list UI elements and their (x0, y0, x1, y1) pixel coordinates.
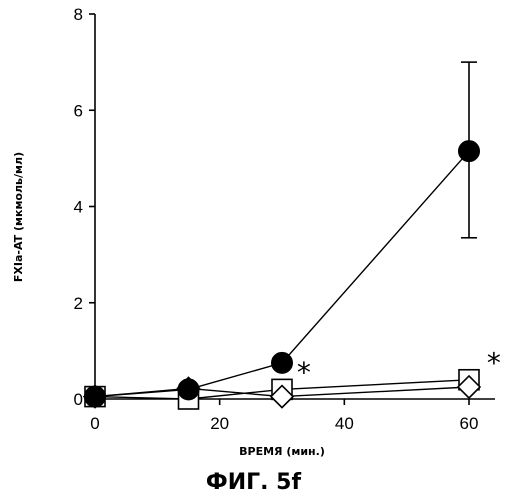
x-tick-label: 20 (210, 414, 229, 433)
figure-caption: ФИГ. 5f (0, 470, 507, 495)
y-tick-label: 8 (74, 5, 83, 24)
annotation-asterisk: * (297, 356, 311, 389)
y-tick-label: 2 (74, 294, 83, 313)
chart: 0 2 4 6 8 0 20 40 60 ВРЕМЯ (мин.) FXIa-AT (мкмоль/… (0, 0, 507, 470)
y-tick-label: 0 (74, 390, 83, 409)
annotation-asterisk: * (487, 347, 501, 380)
x-tick-label: 60 (460, 414, 479, 433)
data-point-circle (178, 379, 199, 400)
y-tick-label: 6 (74, 101, 83, 120)
y-tick-label: 4 (74, 198, 83, 217)
data-point-circle (85, 386, 106, 407)
data-point-circle (272, 352, 293, 373)
y-axis-label: FXIa-AT (мкмоль/мл) (12, 152, 25, 282)
x-tick-label: 0 (90, 414, 99, 433)
x-axis-label: ВРЕМЯ (мин.) (239, 445, 325, 458)
data-point-circle (459, 141, 480, 162)
x-tick-label: 40 (335, 414, 354, 433)
series-layer (84, 62, 480, 409)
